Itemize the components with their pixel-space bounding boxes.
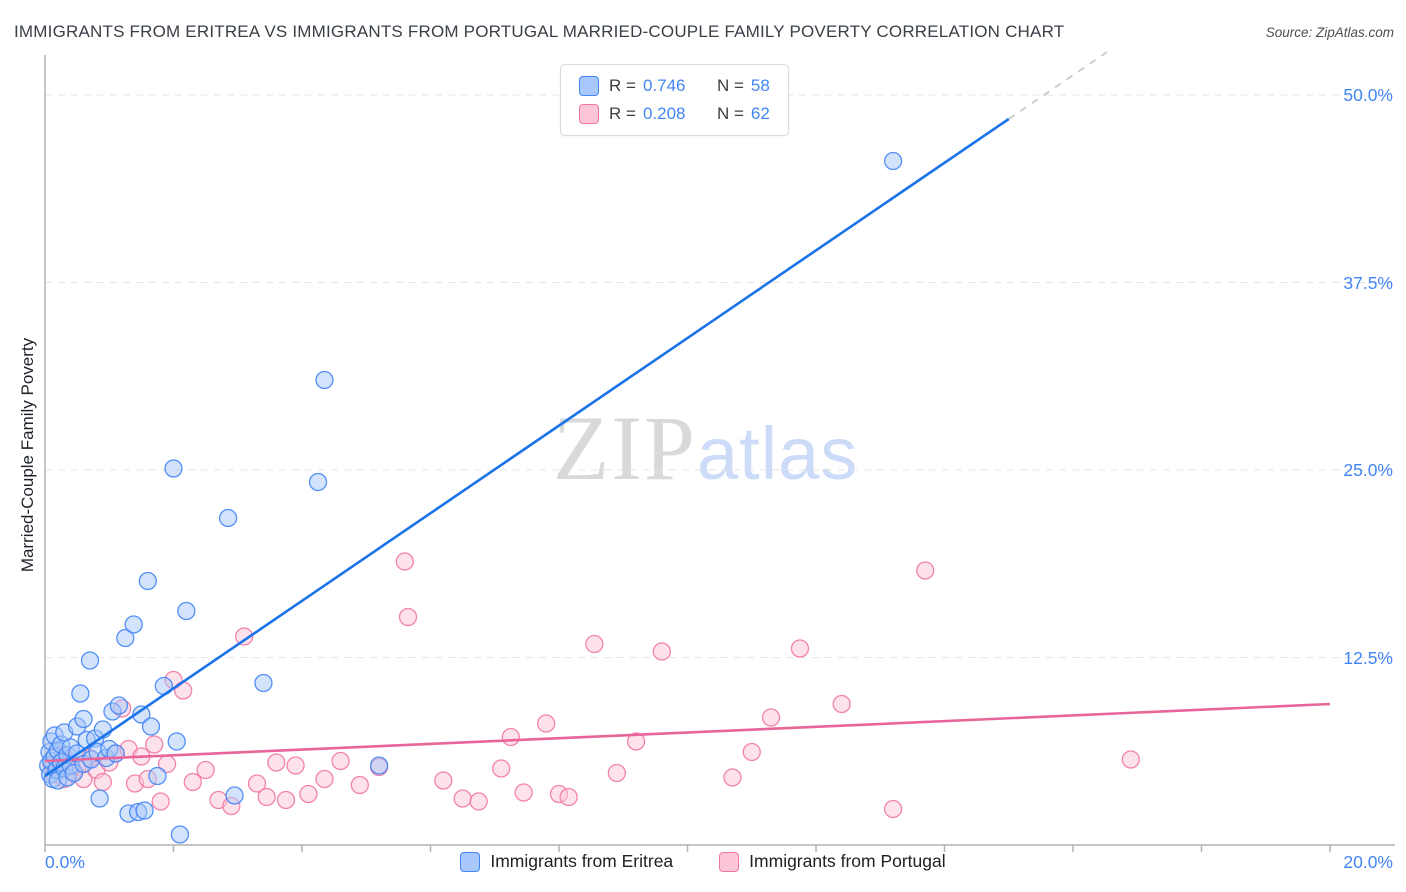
y-axis-tick-label: 50.0% <box>1343 85 1393 105</box>
eritrea-trend-extension <box>1008 48 1113 120</box>
scatter-point-eritrea <box>164 459 183 478</box>
y-axis-tick-label: 12.5% <box>1343 647 1393 668</box>
scatter-point-eritrea <box>225 786 244 805</box>
scatter-point-eritrea <box>90 789 109 808</box>
scatter-point-eritrea <box>74 709 93 729</box>
scatter-point-portugal <box>559 787 578 807</box>
x-axis-max-label: 20.0% <box>1343 852 1393 872</box>
legend-row-eritrea: R = 0.746 N = 58 <box>579 76 770 96</box>
scatter-point-portugal <box>453 789 472 808</box>
legend-item-portugal: Immigrants from Portugal <box>719 851 946 872</box>
scatter-point-portugal <box>276 790 296 810</box>
scatter-point-eritrea <box>80 651 100 670</box>
scatter-point-eritrea <box>254 673 273 693</box>
scatter-point-eritrea <box>883 151 903 171</box>
correlation-legend-box: R = 0.746 N = 58 R = 0.208 N = 62 <box>560 64 789 136</box>
scatter-point-portugal <box>1121 750 1140 769</box>
scatter-point-portugal <box>607 763 626 783</box>
scatter-point-portugal <box>883 799 903 819</box>
scatter-point-portugal <box>398 607 418 627</box>
scatter-point-portugal <box>723 768 742 787</box>
scatter-point-eritrea <box>167 732 186 751</box>
scatter-point-eritrea <box>177 601 196 621</box>
legend-label-eritrea: Immigrants from Eritrea <box>490 851 674 871</box>
scatter-point-portugal <box>585 634 604 654</box>
scatter-point-portugal <box>790 639 810 658</box>
scatter-point-eritrea <box>71 684 90 703</box>
scatter-point-portugal <box>151 792 170 811</box>
y-axis-tick-label: 37.5% <box>1343 272 1393 293</box>
r-label: R = <box>609 76 636 95</box>
scatter-point-portugal <box>469 792 488 811</box>
n-label: N = <box>716 104 744 123</box>
scatter-point-eritrea <box>132 705 151 724</box>
scatter-point-eritrea <box>138 571 157 591</box>
scatter-point-eritrea <box>141 717 161 736</box>
scatter-point-portugal <box>434 771 453 790</box>
r-value-portugal: 0.208 <box>642 104 686 123</box>
x-axis-min-label: 0.0% <box>45 852 85 872</box>
scatter-point-portugal <box>916 561 935 580</box>
zipatlas-watermark: ZIPatlas <box>553 402 858 494</box>
eritrea-swatch-icon <box>460 851 481 872</box>
scatter-point-eritrea <box>315 370 334 390</box>
scatter-point-portugal <box>315 769 334 789</box>
y-axis-title: Married-Couple Family Poverty <box>18 337 37 573</box>
page-title: IMMIGRANTS FROM ERITREA VS IMMIGRANTS FR… <box>14 22 1065 41</box>
legend-label-portugal: Immigrants from Portugal <box>749 851 946 871</box>
n-value-portugal: 62 <box>750 104 770 123</box>
y-axis-tick-label: 25.0% <box>1343 460 1393 480</box>
scatter-point-eritrea <box>109 696 129 715</box>
series-legend: Immigrants from Eritrea Immigrants from … <box>0 851 1406 872</box>
scatter-point-portugal <box>626 732 646 751</box>
scatter-point-portugal <box>93 772 112 792</box>
scatter-point-portugal <box>395 552 414 571</box>
scatter-point-portugal <box>235 627 254 646</box>
scatter-point-eritrea <box>135 801 154 820</box>
scatter-point-portugal <box>267 753 286 772</box>
scatter-point-portugal <box>501 727 520 747</box>
scatter-point-portugal <box>247 774 267 793</box>
scatter-point-portugal <box>514 783 533 802</box>
eritrea-trend-line <box>44 117 1010 778</box>
source-attribution: Source: ZipAtlas.com <box>1265 25 1394 40</box>
legend-row-portugal: R = 0.208 N = 62 <box>579 104 770 124</box>
watermark-atlas-text: atlas <box>697 412 859 495</box>
r-label: R = <box>609 104 636 123</box>
scatter-point-eritrea <box>308 472 328 492</box>
scatter-point-eritrea <box>369 756 389 775</box>
scatter-point-portugal <box>350 775 369 795</box>
scatter-point-eritrea <box>116 628 135 648</box>
scatter-point-portugal <box>299 784 318 804</box>
scatter-point-portugal <box>145 735 164 754</box>
scatter-point-portugal <box>286 756 305 775</box>
eritrea-swatch-icon <box>579 76 599 96</box>
scatter-point-portugal <box>832 694 851 714</box>
scatter-point-eritrea <box>170 825 190 844</box>
scatter-point-portugal <box>257 787 276 807</box>
n-value-eritrea: 58 <box>750 76 770 95</box>
scatter-point-eritrea <box>124 615 143 634</box>
portugal-trend-line <box>44 702 1331 763</box>
scatter-point-eritrea <box>148 766 167 786</box>
n-label: N = <box>716 76 744 95</box>
scatter-point-eritrea <box>106 744 125 763</box>
legend-item-eritrea: Immigrants from Eritrea <box>460 851 673 872</box>
scatter-point-eritrea <box>218 508 238 528</box>
portugal-swatch-icon <box>719 851 740 872</box>
scatter-point-portugal <box>761 708 781 727</box>
scatter-point-portugal <box>183 772 202 792</box>
scatter-point-portugal <box>537 714 556 733</box>
scatter-point-portugal <box>652 642 671 661</box>
r-value-eritrea: 0.746 <box>642 76 686 95</box>
watermark-zip-text: ZIP <box>553 397 697 499</box>
scatter-point-portugal <box>196 760 215 780</box>
scatter-point-portugal <box>492 759 511 778</box>
scatter-point-portugal <box>331 751 350 771</box>
scatter-point-portugal <box>742 742 761 762</box>
portugal-swatch-icon <box>579 104 599 124</box>
